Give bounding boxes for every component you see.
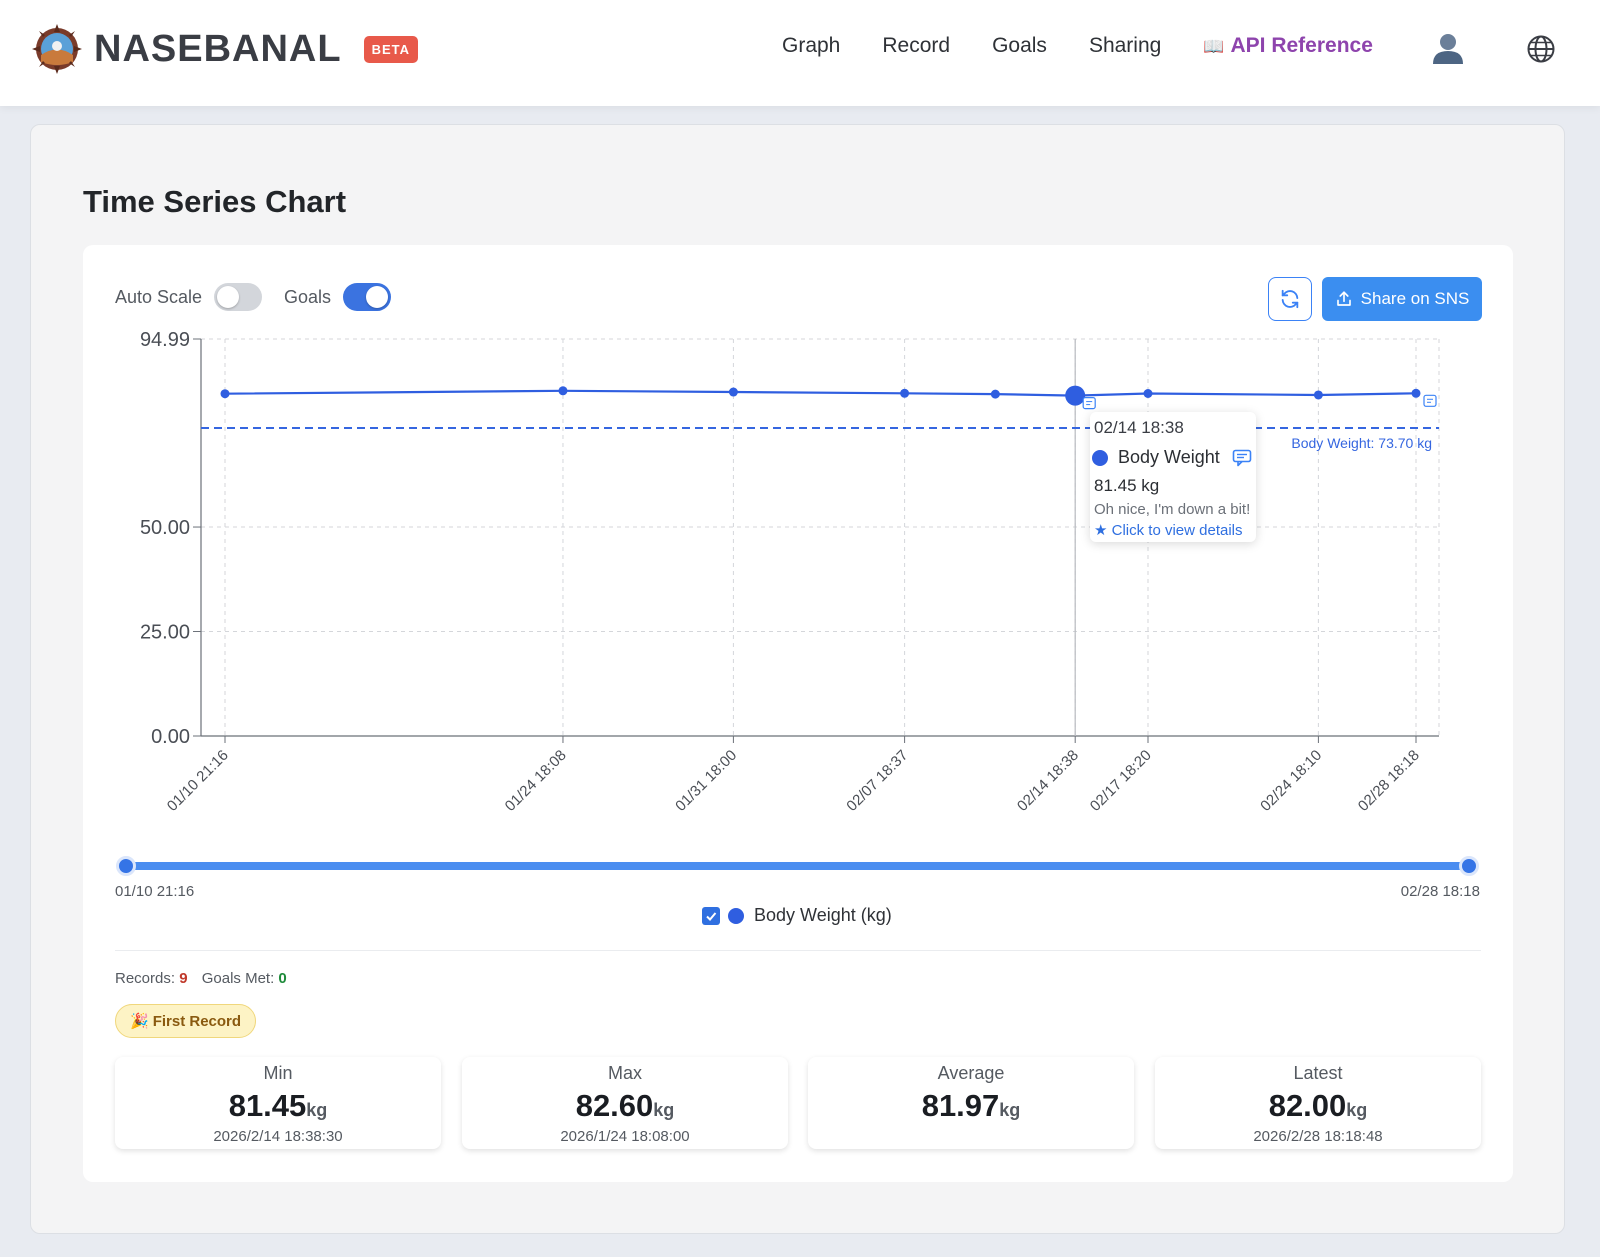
- globe-icon[interactable]: [1526, 34, 1556, 64]
- goals-control: Goals: [284, 283, 392, 311]
- check-icon: [706, 911, 717, 921]
- toggle-knob: [366, 286, 389, 308]
- stat-date: 2026/1/24 18:08:00: [560, 1128, 690, 1145]
- stat-unit: kg: [999, 1100, 1021, 1120]
- stat-value: 82.60kg: [462, 1088, 788, 1124]
- stat-card-latest: Latest 82.00kg 2026/2/28 18:18:48: [1155, 1057, 1481, 1149]
- stat-card-max: Max 82.60kg 2026/1/24 18:08:00: [462, 1057, 788, 1149]
- refresh-icon: [1281, 289, 1299, 309]
- page-title: Time Series Chart: [83, 184, 347, 219]
- auto-scale-label: Auto Scale: [115, 286, 203, 307]
- legend-checkbox[interactable]: [702, 906, 720, 925]
- stat-number: 81.45: [228, 1088, 307, 1123]
- range-end-handle[interactable]: [1459, 856, 1479, 876]
- logo-icon: [32, 24, 82, 74]
- stat-unit: kg: [306, 1100, 328, 1120]
- series-color-dot: [1092, 449, 1108, 466]
- stat-date: 2026/2/14 18:38:30: [213, 1128, 343, 1145]
- tooltip-series-row: Body Weight: [1092, 447, 1254, 468]
- tooltip-note: Oh nice, I'm down a bit!: [1094, 501, 1251, 518]
- stat-value: 81.45kg: [115, 1088, 441, 1124]
- badge-label: First Record: [152, 1012, 242, 1030]
- goals-toggle[interactable]: [343, 283, 392, 311]
- nav-api-reference[interactable]: 📖 API Reference: [1203, 34, 1373, 58]
- divider: [115, 950, 1481, 951]
- chart-card: [83, 245, 1513, 1182]
- range-slider-track[interactable]: [125, 862, 1470, 870]
- nav-api-reference-label: API Reference: [1230, 34, 1373, 57]
- main-nav: Graph Record Goals Sharing 📖 API Referenc…: [782, 34, 1415, 58]
- range-start-label: 01/10 21:16: [115, 883, 195, 900]
- stat-label: Max: [607, 1063, 642, 1083]
- auto-scale-toggle[interactable]: [214, 283, 263, 311]
- chart-legend: Body Weight (kg): [702, 905, 892, 926]
- stat-number: 82.00: [1268, 1088, 1347, 1123]
- chart-tooltip: 02/14 18:38 Body Weight 81.45 kg Oh nice…: [1090, 412, 1256, 542]
- nav-goals[interactable]: Goals: [992, 34, 1047, 57]
- toggle-knob: [217, 286, 240, 308]
- goals-label: Goals: [284, 286, 332, 307]
- records-summary: Records: 9 Goals Met: 0: [115, 970, 287, 987]
- top-navbar: NASEBANAL BETA Graph Record Goals Sharin…: [0, 0, 1600, 106]
- achievement-badge: 🎉 First Record: [115, 1004, 257, 1038]
- stat-label: Latest: [1293, 1063, 1343, 1083]
- nav-record[interactable]: Record: [882, 34, 951, 57]
- book-icon: 📖: [1203, 37, 1225, 56]
- goals-met-count: 0: [278, 970, 287, 987]
- records-count: 9: [179, 970, 188, 987]
- legend-label: Body Weight (kg): [754, 905, 892, 925]
- stat-label: Min: [263, 1063, 293, 1083]
- stat-number: 81.97: [921, 1088, 1000, 1123]
- party-icon: 🎉: [130, 1013, 149, 1030]
- share-label: Share on SNS: [1360, 289, 1470, 308]
- share-sns-button[interactable]: Share on SNS: [1322, 277, 1482, 321]
- tooltip-time: 02/14 18:38: [1094, 418, 1184, 437]
- stat-card-average: Average 81.97kg: [808, 1057, 1134, 1149]
- range-start-handle[interactable]: [116, 856, 136, 876]
- tooltip-value: 81.45 kg: [1094, 476, 1160, 495]
- stat-value: 81.97kg: [808, 1088, 1134, 1124]
- goals-met-label: Goals Met:: [201, 970, 275, 987]
- tooltip-series-name: Body Weight: [1118, 447, 1220, 467]
- user-icon[interactable]: [1430, 30, 1466, 66]
- records-label: Records:: [115, 970, 176, 987]
- comment-icon: [1232, 449, 1252, 466]
- share-icon: [1336, 291, 1351, 306]
- brand[interactable]: NASEBANAL BETA: [30, 22, 418, 76]
- nav-graph[interactable]: Graph: [782, 34, 841, 57]
- range-end-label: 02/28 18:18: [1400, 883, 1480, 900]
- stat-card-min: Min 81.45kg 2026/2/14 18:38:30: [115, 1057, 441, 1149]
- auto-scale-control: Auto Scale: [115, 283, 263, 311]
- stat-label: Average: [937, 1063, 1005, 1083]
- nav-sharing[interactable]: Sharing: [1088, 34, 1162, 57]
- stat-unit: kg: [653, 1100, 675, 1120]
- brand-name: NASEBANAL: [94, 27, 342, 70]
- tooltip-details-link[interactable]: ★ Click to view details: [1094, 522, 1243, 539]
- stat-date: 2026/2/28 18:18:48: [1253, 1128, 1383, 1145]
- stat-value: 82.00kg: [1155, 1088, 1481, 1124]
- legend-color-dot: [728, 907, 744, 924]
- stat-number: 82.60: [575, 1088, 654, 1123]
- stat-unit: kg: [1346, 1100, 1368, 1120]
- beta-badge: BETA: [363, 35, 418, 63]
- refresh-button[interactable]: [1268, 277, 1312, 321]
